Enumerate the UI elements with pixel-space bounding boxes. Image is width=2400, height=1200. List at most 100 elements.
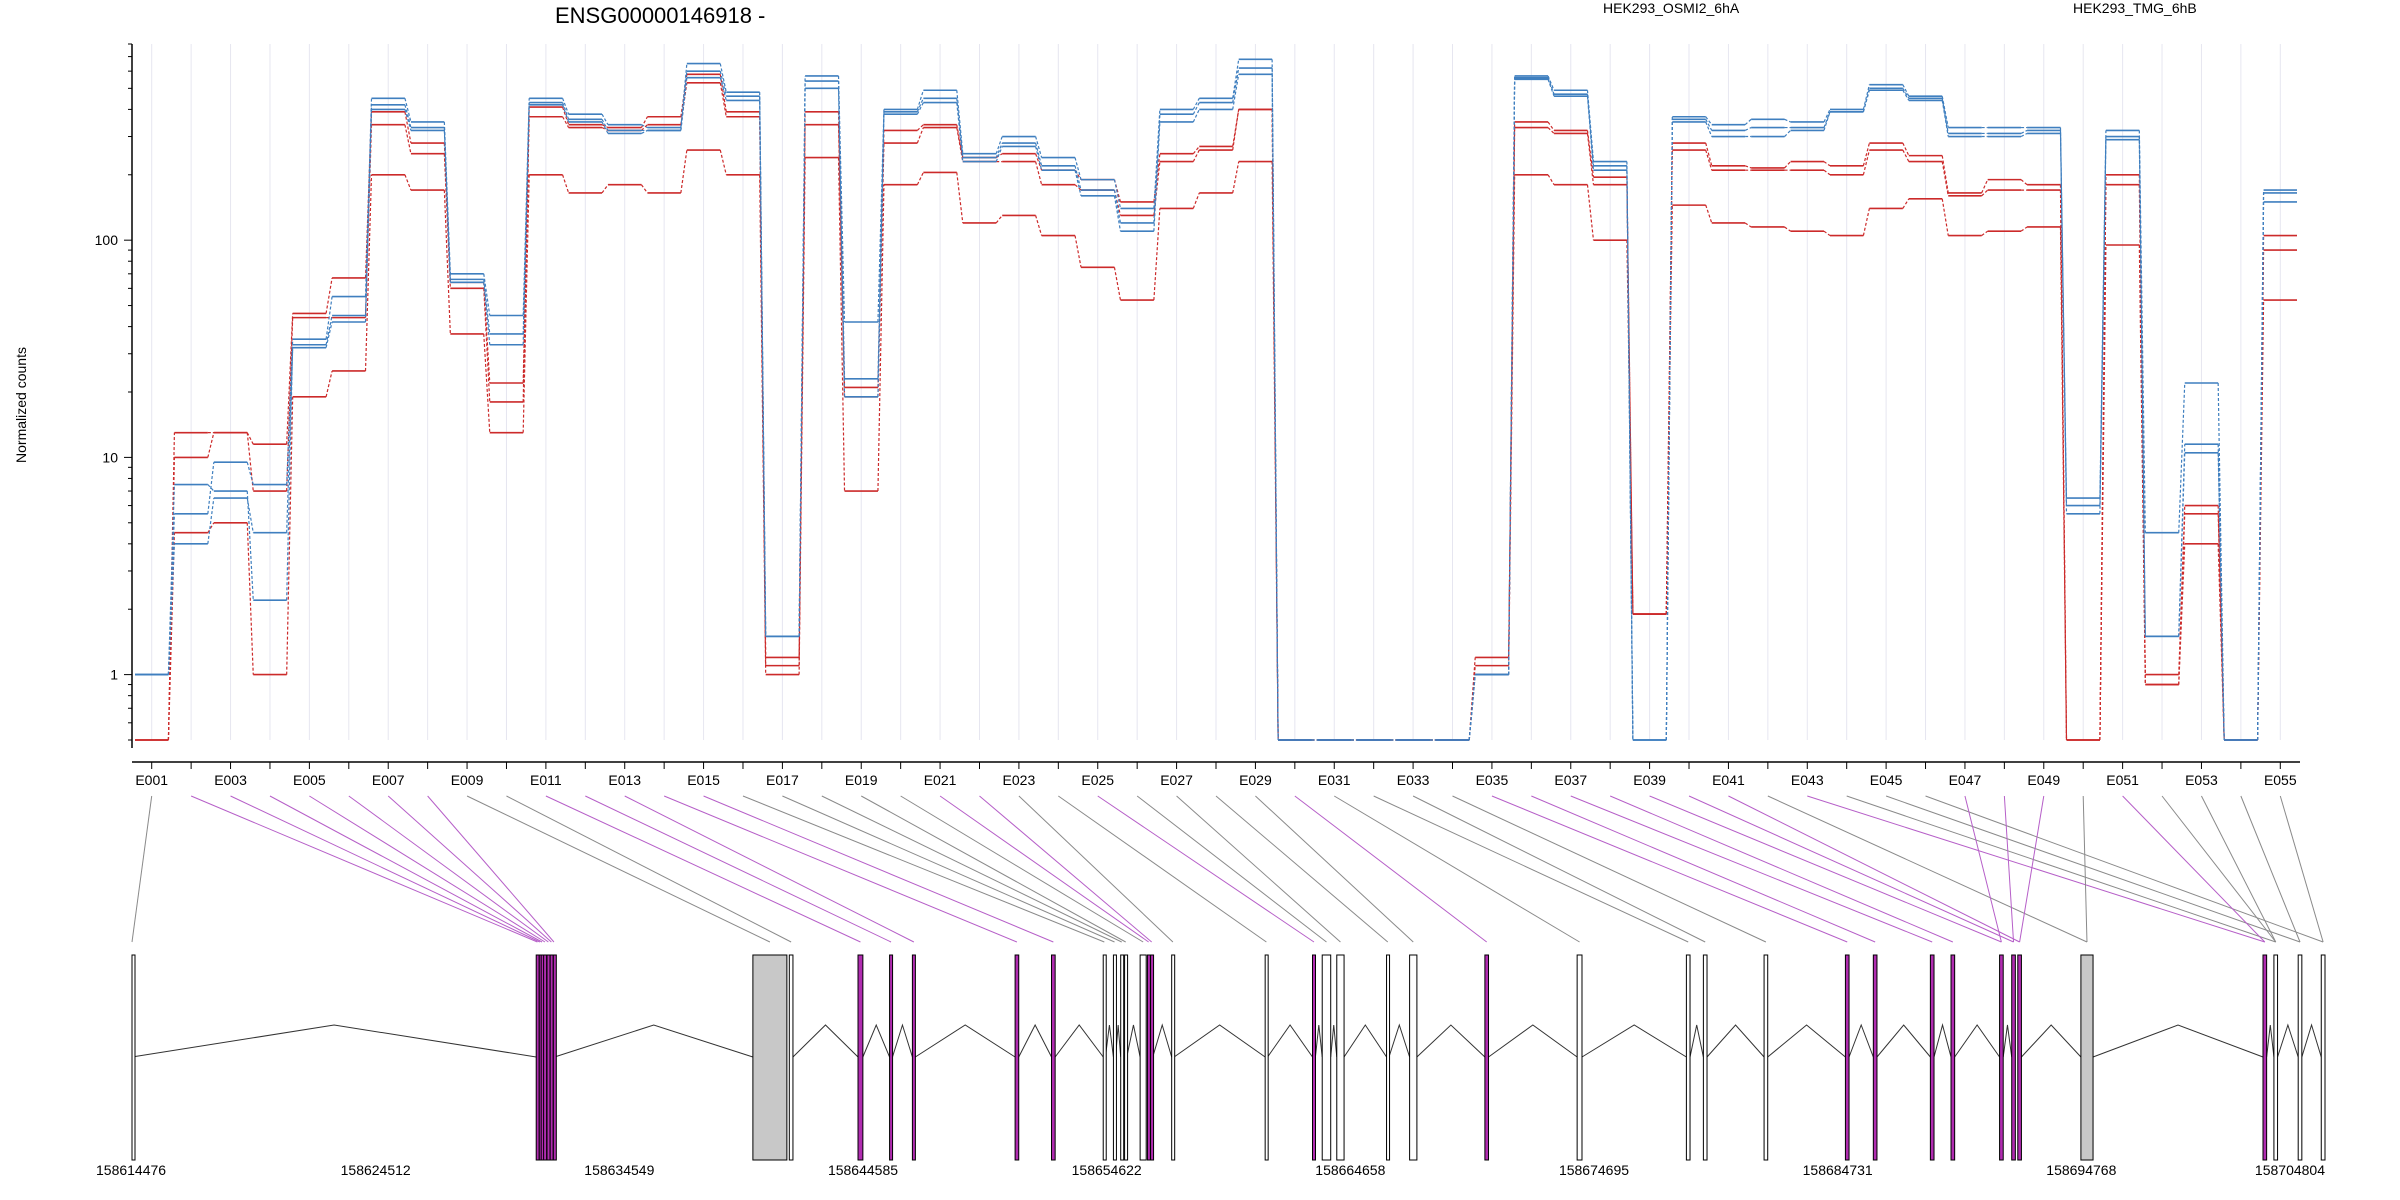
- intron-line: [1152, 1023, 1173, 1058]
- series-connector: [207, 522, 215, 534]
- exon-connector: [545, 795, 861, 943]
- series-connector: [601, 126, 609, 131]
- exon-connector: [506, 795, 792, 943]
- series-connector: [1035, 142, 1043, 166]
- series-connector: [1705, 116, 1713, 126]
- intron-line: [1767, 1024, 1846, 1058]
- exon-connector: [2122, 795, 2266, 943]
- series-connector: [680, 149, 688, 194]
- exon-box-E029: [1409, 954, 1418, 1161]
- intron-line: [554, 1024, 754, 1058]
- series-connector: [2217, 543, 2225, 741]
- series-connector: [2138, 245, 2146, 685]
- series-lines: [135, 58, 2297, 741]
- series-connector: [483, 273, 491, 316]
- series-connector: [207, 497, 215, 544]
- exon-connector: [585, 795, 892, 943]
- exon-connector: [900, 795, 1144, 943]
- series-connector: [1547, 174, 1555, 186]
- exon-box-E042: [2080, 954, 2094, 1161]
- y-axis-label: Normalized counts: [13, 347, 29, 463]
- exon-box-E022: [1150, 954, 1155, 1161]
- exon-box-E040: [2011, 954, 2016, 1161]
- series-connector: [1705, 204, 1713, 224]
- exon-box-E033: [1702, 954, 1708, 1161]
- x-tick-label: E043: [1791, 772, 1824, 788]
- intron-line: [1173, 1024, 1266, 1058]
- exon-connector: [1215, 795, 1389, 943]
- exon-connector: [2201, 795, 2277, 943]
- exon-box-E035: [1844, 954, 1850, 1161]
- exon-box-E025: [1312, 954, 1317, 1161]
- series-connector: [364, 109, 373, 323]
- genome-coordinate-label: 158694768: [2046, 1162, 2116, 1178]
- x-tick-label: E055: [2264, 772, 2297, 788]
- intron-line: [1848, 1023, 1874, 1058]
- exon-box-E027: [1336, 954, 1345, 1161]
- exon-connector: [230, 795, 541, 943]
- exon-connector: [1294, 795, 1488, 943]
- x-tick-label: E031: [1318, 772, 1351, 788]
- exon-connector-lines: [131, 795, 2324, 943]
- series-connector: [956, 90, 964, 154]
- exon-connector: [466, 795, 771, 943]
- series-connector: [798, 88, 806, 637]
- series-connector: [2099, 245, 2107, 741]
- series-connector: [246, 522, 254, 675]
- series-connector: [1232, 161, 1240, 194]
- series-connector: [2059, 133, 2068, 514]
- intron-line: [1488, 1024, 1578, 1058]
- series-connector: [2020, 226, 2028, 232]
- intron-line: [2002, 1024, 2013, 1058]
- x-gridlines: [151, 44, 2281, 740]
- series-connector: [1035, 161, 1043, 185]
- series-connector: [995, 215, 1003, 224]
- series-connector: [2020, 179, 2028, 186]
- series-connector: [1862, 84, 1870, 110]
- series-connector: [1192, 102, 1200, 115]
- series-connector: [246, 462, 254, 485]
- series-connector: [1784, 118, 1791, 123]
- series-connector: [483, 333, 491, 433]
- legend-entry-tmg: HEK293_TMG_6hB: [2073, 0, 2197, 16]
- series-connector: [1153, 114, 1161, 224]
- series-connector: [246, 432, 254, 445]
- exon-connector: [2082, 795, 2088, 943]
- series-connector: [483, 288, 491, 402]
- series-connector: [1074, 184, 1082, 191]
- exon-box-E043: [2262, 954, 2268, 1161]
- exon-box-E019: [1124, 954, 1129, 1161]
- series-connector: [1192, 97, 1200, 110]
- intron-line: [862, 1023, 891, 1058]
- x-tick-label: E033: [1397, 772, 1430, 788]
- series-connector: [641, 129, 648, 134]
- exon-box-E001: [131, 954, 136, 1161]
- series-connector: [1035, 215, 1043, 236]
- x-tick-label: E003: [214, 772, 247, 788]
- series-connector: [956, 127, 964, 162]
- exon-connector: [663, 795, 1018, 943]
- exon-connector: [2240, 795, 2301, 943]
- series-connector: [601, 119, 609, 131]
- series-connector: [1508, 174, 1516, 675]
- series-connector: [1153, 153, 1161, 202]
- exon-box-E012: [889, 954, 894, 1161]
- series-connector: [562, 174, 570, 194]
- exon-connector: [387, 795, 552, 943]
- exon-box-E020: [1139, 954, 1147, 1161]
- exon-connector: [1333, 795, 1580, 943]
- series-connector: [2217, 452, 2225, 741]
- exon-connector: [131, 795, 153, 943]
- intron-line: [2277, 1023, 2299, 1058]
- exon-connector: [1885, 795, 2301, 943]
- series-connector: [364, 174, 373, 371]
- exon-connector: [1452, 795, 1767, 943]
- series-connector: [719, 70, 727, 97]
- series-connector: [1153, 121, 1161, 232]
- series-connector: [2256, 201, 2265, 741]
- series-connector: [1862, 142, 1870, 166]
- series-connector: [759, 100, 767, 637]
- exon-connector: [1925, 795, 2324, 943]
- series-connector: [1113, 179, 1122, 203]
- series-connector: [641, 124, 648, 131]
